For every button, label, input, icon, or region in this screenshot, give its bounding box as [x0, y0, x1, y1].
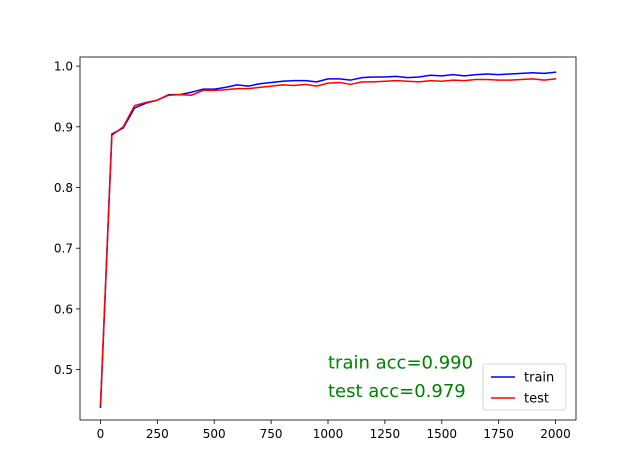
x-tick-label: 1500 — [426, 427, 457, 441]
x-tick-label: 750 — [260, 427, 283, 441]
x-tick-label: 1000 — [313, 427, 344, 441]
annotation-text: train acc=0.990 — [328, 352, 473, 373]
plot-area: 0 250 500 750 1000 1250 1500 1750 2000 0.5 0.6 0.7 0… — [54, 56, 577, 441]
y-tick-label: 0.8 — [54, 181, 73, 195]
y-tick-label: 0.6 — [54, 302, 73, 316]
x-tick-label: 0 — [97, 427, 105, 441]
legend-label-train: train — [524, 371, 554, 386]
y-tick-label: 1.0 — [54, 60, 73, 74]
y-tick-label: 0.5 — [54, 363, 73, 377]
legend-label-test: test — [524, 392, 549, 407]
y-tick-label: 0.7 — [54, 242, 73, 256]
x-tick-label: 500 — [203, 427, 226, 441]
series-line-test — [99, 78, 557, 406]
annotation-text: test acc=0.979 — [328, 381, 466, 402]
x-tick-label: 1750 — [483, 427, 514, 441]
x-tick-label: 1250 — [370, 427, 401, 441]
y-tick-label: 0.9 — [54, 120, 73, 134]
x-tick-label: 250 — [146, 427, 169, 441]
x-tick-label: 2000 — [540, 427, 571, 441]
